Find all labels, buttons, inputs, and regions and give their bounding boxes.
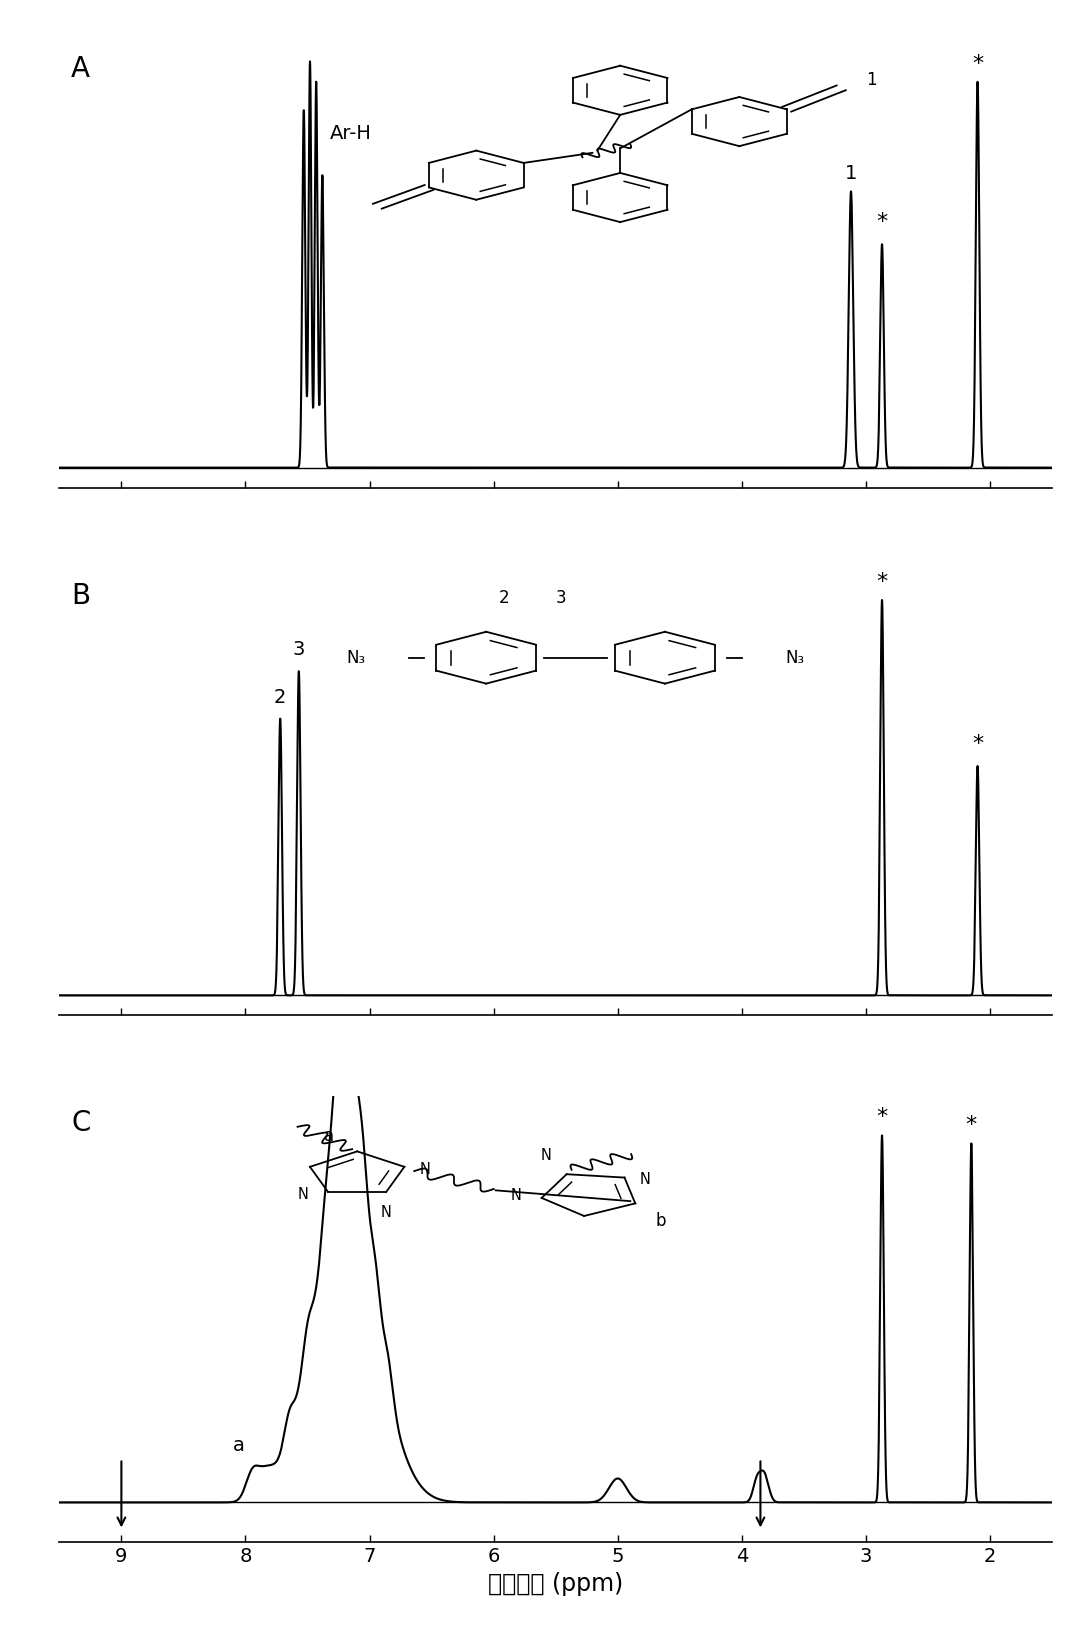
- Text: 1: 1: [866, 71, 876, 89]
- Text: *: *: [876, 1108, 888, 1128]
- Text: N: N: [297, 1187, 309, 1202]
- Text: 2: 2: [274, 688, 286, 706]
- Text: B: B: [71, 581, 91, 609]
- Text: N: N: [381, 1205, 392, 1220]
- Text: 3: 3: [556, 589, 566, 607]
- Text: N: N: [541, 1147, 551, 1164]
- Text: 1: 1: [845, 165, 857, 183]
- Text: A: A: [71, 54, 91, 82]
- Text: 2: 2: [498, 589, 509, 607]
- Text: N: N: [511, 1188, 522, 1203]
- X-axis label: 化学位移 (ppm): 化学位移 (ppm): [488, 1572, 624, 1595]
- Text: N₃: N₃: [786, 649, 805, 667]
- Text: a: a: [233, 1435, 245, 1455]
- Text: Ar-H: Ar-H: [330, 123, 372, 143]
- Text: N: N: [420, 1162, 431, 1177]
- Text: C: C: [71, 1109, 91, 1137]
- Text: 3: 3: [292, 640, 305, 660]
- Text: *: *: [876, 212, 888, 232]
- Text: a: a: [325, 1126, 334, 1144]
- Text: N: N: [640, 1172, 651, 1187]
- Text: b: b: [655, 1213, 666, 1230]
- Text: N₃: N₃: [346, 649, 366, 667]
- Text: *: *: [972, 54, 983, 74]
- Text: *: *: [972, 734, 983, 754]
- Text: *: *: [966, 1116, 976, 1136]
- Text: *: *: [876, 573, 888, 593]
